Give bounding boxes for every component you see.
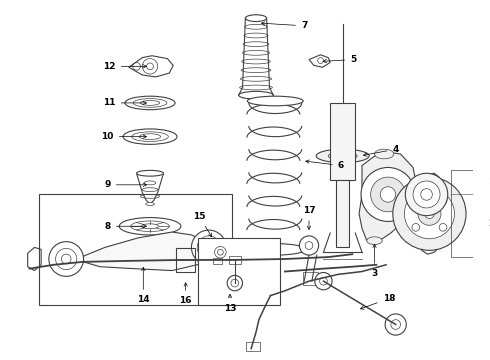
Bar [246,342,260,351]
Text: 2: 2 [0,359,1,360]
Circle shape [227,275,243,291]
Text: 9: 9 [104,180,147,189]
Text: 10: 10 [101,132,147,141]
Bar [330,103,355,180]
Ellipse shape [239,91,273,99]
Polygon shape [359,151,417,243]
Ellipse shape [374,149,394,159]
Circle shape [192,230,226,265]
Text: 14: 14 [137,267,149,304]
Text: 18: 18 [361,294,395,309]
Circle shape [215,247,226,258]
Circle shape [413,181,440,208]
Ellipse shape [328,152,357,160]
Bar [451,170,478,257]
Circle shape [425,209,434,219]
Circle shape [418,202,441,225]
Circle shape [405,173,448,216]
Bar [39,194,232,305]
Bar [303,271,318,285]
Bar [176,248,196,271]
Circle shape [55,248,77,270]
Polygon shape [84,232,211,271]
Ellipse shape [146,203,154,206]
Circle shape [404,189,454,239]
Text: 12: 12 [103,62,147,71]
Circle shape [380,187,396,202]
Text: 15: 15 [193,212,212,237]
Circle shape [370,177,405,212]
Text: 3: 3 [371,244,378,278]
Text: 1: 1 [0,359,1,360]
Ellipse shape [245,15,267,22]
Text: 2: 2 [488,219,490,228]
Text: 17: 17 [303,206,315,229]
Ellipse shape [245,244,305,255]
Circle shape [361,167,415,221]
Circle shape [49,242,84,276]
Circle shape [439,196,447,204]
Text: 1: 1 [488,179,490,188]
Text: 8: 8 [104,222,147,231]
Text: 4: 4 [364,145,399,156]
Bar [198,238,280,305]
Ellipse shape [316,149,369,163]
Text: 6: 6 [306,160,344,170]
Circle shape [204,243,214,252]
Circle shape [412,224,419,231]
Circle shape [61,254,71,264]
Bar [336,180,349,247]
Text: 13: 13 [224,294,236,312]
Circle shape [385,314,406,335]
Text: 16: 16 [179,283,192,305]
Ellipse shape [137,170,164,176]
Ellipse shape [367,237,382,244]
Circle shape [197,236,220,259]
Circle shape [439,224,447,231]
Circle shape [299,236,318,255]
Ellipse shape [247,96,303,106]
Text: 7: 7 [262,21,307,30]
Text: 11: 11 [103,98,147,107]
Circle shape [412,196,419,204]
Text: 5: 5 [323,55,356,64]
Polygon shape [422,173,439,254]
Bar [229,256,241,264]
Circle shape [315,273,332,290]
Circle shape [393,177,466,250]
